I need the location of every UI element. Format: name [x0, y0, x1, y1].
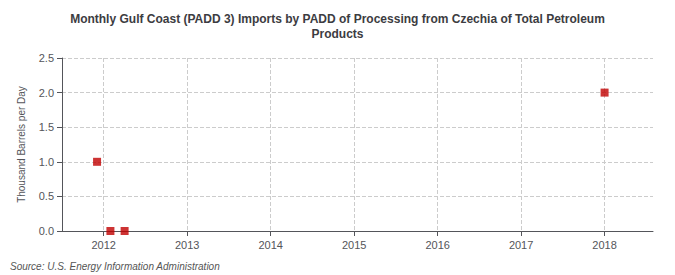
svg-text:2.5: 2.5 — [39, 52, 54, 64]
svg-text:Products: Products — [311, 27, 363, 41]
svg-text:1.5: 1.5 — [39, 121, 54, 133]
svg-text:1.0: 1.0 — [39, 156, 54, 168]
svg-text:Monthly Gulf Coast (PADD 3) Im: Monthly Gulf Coast (PADD 3) Imports by P… — [70, 12, 605, 26]
svg-text:0.5: 0.5 — [39, 190, 54, 202]
svg-text:2015: 2015 — [342, 239, 366, 251]
svg-text:0.0: 0.0 — [39, 225, 54, 237]
svg-text:2012: 2012 — [91, 239, 115, 251]
svg-text:2014: 2014 — [258, 239, 282, 251]
svg-text:2016: 2016 — [425, 239, 449, 251]
svg-text:2017: 2017 — [509, 239, 533, 251]
svg-text:2013: 2013 — [175, 239, 199, 251]
svg-text:2018: 2018 — [592, 239, 616, 251]
svg-text:2.0: 2.0 — [39, 87, 54, 99]
svg-text:Source: U.S. Energy Informatio: Source: U.S. Energy Information Administ… — [10, 261, 220, 272]
svg-text:Thousand Barrels per Day: Thousand Barrels per Day — [16, 86, 27, 203]
